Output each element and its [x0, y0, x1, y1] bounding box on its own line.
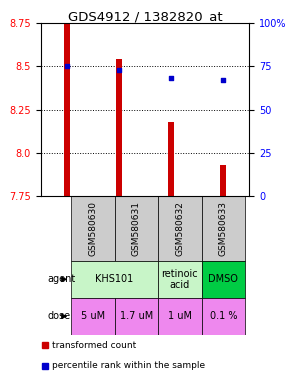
Point: [169, 75, 173, 81]
Bar: [202, 196, 245, 261]
Text: 1.7 uM: 1.7 uM: [120, 311, 153, 321]
Text: GSM580633: GSM580633: [219, 201, 228, 256]
Point: [117, 67, 121, 73]
Bar: [158, 196, 202, 261]
Bar: [116, 60, 122, 196]
Text: agent: agent: [47, 274, 75, 284]
Point: [64, 63, 69, 70]
Bar: [71, 196, 115, 261]
Text: GSM580632: GSM580632: [175, 201, 184, 256]
Bar: [115, 196, 158, 261]
Text: retinoic
acid: retinoic acid: [162, 268, 198, 290]
Title: GDS4912 / 1382820_at: GDS4912 / 1382820_at: [68, 10, 222, 23]
Text: DMSO: DMSO: [208, 274, 238, 284]
Bar: [202, 298, 245, 335]
Point: [221, 77, 226, 83]
Text: 1 uM: 1 uM: [168, 311, 192, 321]
Bar: [220, 165, 226, 196]
Text: 5 uM: 5 uM: [81, 311, 105, 321]
Bar: [158, 298, 202, 335]
Bar: [168, 122, 174, 196]
Text: transformed count: transformed count: [52, 341, 136, 350]
Text: KHS101: KHS101: [95, 274, 134, 284]
Text: dose: dose: [47, 311, 70, 321]
Bar: [115, 298, 158, 335]
Bar: [158, 261, 202, 298]
Bar: [202, 261, 245, 298]
Text: GSM580630: GSM580630: [88, 201, 97, 256]
Text: percentile rank within the sample: percentile rank within the sample: [52, 361, 205, 371]
Text: 0.1 %: 0.1 %: [210, 311, 237, 321]
Bar: [71, 298, 115, 335]
Text: GSM580631: GSM580631: [132, 201, 141, 256]
Bar: [71, 261, 158, 298]
Bar: [64, 23, 70, 196]
